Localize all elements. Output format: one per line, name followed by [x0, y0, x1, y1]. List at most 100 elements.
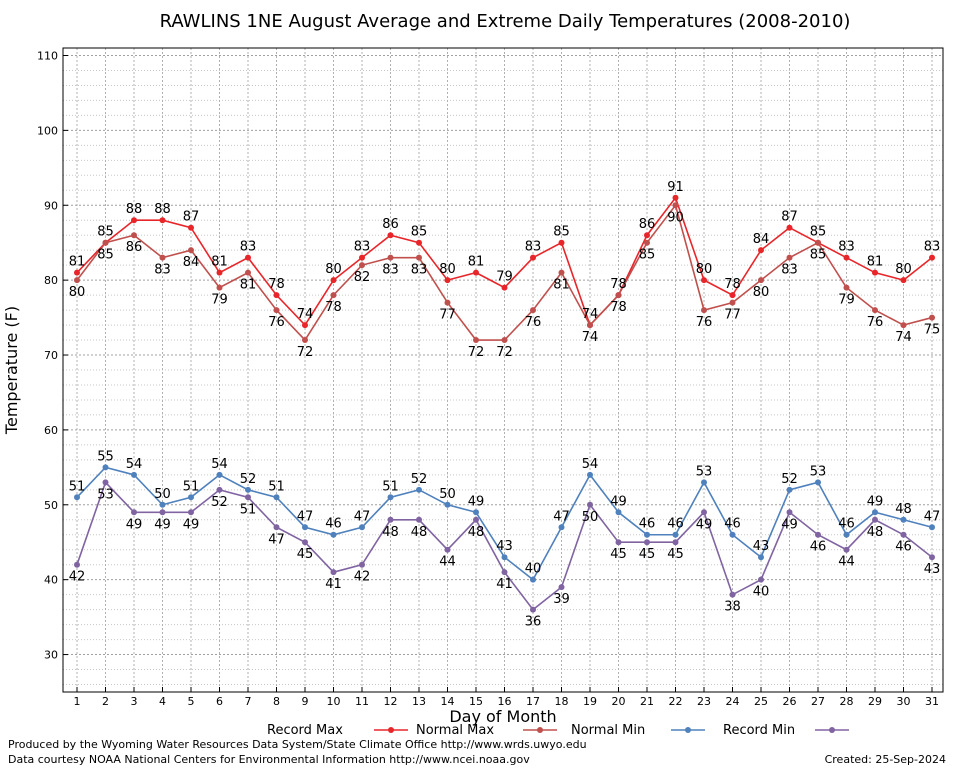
- record-max-data-label: 79: [496, 270, 513, 285]
- record-max-data-label: 86: [382, 217, 399, 232]
- plot-frame: [62, 47, 944, 693]
- normal-min-point: [872, 509, 878, 516]
- record-min-point: [131, 509, 137, 516]
- normal-max-point: [843, 284, 850, 291]
- normal-max-data-label: 81: [240, 278, 257, 293]
- normal-min-point: [843, 531, 850, 538]
- normal-min-point: [102, 464, 109, 471]
- record-max-data-label: 85: [810, 225, 827, 240]
- normal-min-point: [159, 501, 166, 508]
- record-min-point: [188, 509, 194, 516]
- record-max-point: [74, 269, 80, 276]
- record-min-point: [387, 516, 394, 523]
- normal-min-point: [359, 524, 365, 531]
- record-min-data-label: 48: [867, 525, 884, 540]
- record-max-point: [216, 269, 223, 276]
- record-max-data-label: 84: [753, 232, 770, 247]
- normal-max-data-label: 82: [354, 270, 371, 285]
- normal-max-point: [815, 239, 821, 246]
- record-min-point: [758, 576, 764, 583]
- legend-swatch-marker: [829, 727, 835, 733]
- normal-max-point: [501, 337, 508, 344]
- normal-max-data-label: 79: [211, 293, 228, 308]
- normal-min-point: [387, 494, 394, 501]
- normal-max-data-label: 85: [639, 248, 656, 263]
- normal-min-data-label: 54: [126, 457, 143, 472]
- normal-min-data-label: 46: [838, 517, 855, 532]
- y-axis: 30 40 50 60 70 80 90 100 110: [37, 49, 68, 662]
- record-min-point: [672, 539, 679, 546]
- normal-min-point: [701, 479, 707, 486]
- normal-max-data-label: 84: [183, 255, 200, 270]
- x-axis: 1 2 3 4 5 6 7 8 9 10 11 12 13 14 15 16 17 18 19 20 21 22 23 24 2…: [74, 687, 939, 708]
- normal-max-data-label: 78: [325, 300, 342, 315]
- normal-max-point: [444, 299, 451, 306]
- normal-min-data-label: 51: [268, 479, 285, 494]
- normal-min-data-label: 43: [496, 539, 513, 554]
- record-min-point: [444, 546, 451, 553]
- record-max-point: [302, 322, 308, 329]
- record-max-data-label: 91: [667, 180, 684, 195]
- normal-min-data-label: 49: [610, 494, 627, 509]
- normal-max-point: [558, 269, 565, 276]
- normal-max-point: [245, 269, 251, 276]
- normal-max-point: [216, 284, 223, 291]
- record-min-data-label: 49: [126, 517, 143, 532]
- normal-max-point: [387, 254, 394, 261]
- record-min-data-label: 46: [895, 540, 912, 555]
- record-min-point: [843, 546, 850, 553]
- record-min-data-label: 49: [781, 517, 798, 532]
- record-min-data-label: 49: [183, 517, 200, 532]
- footer-created: Created: 25-Sep-2024: [825, 753, 946, 766]
- record-min-point: [644, 539, 650, 546]
- normal-min-data-label: 47: [354, 509, 371, 524]
- record-min-data-label: 41: [496, 577, 513, 592]
- normal-min-point: [131, 471, 137, 478]
- record-min-point: [587, 501, 593, 508]
- normal-min-data-label: 55: [97, 449, 114, 464]
- legend-label: Normal Max: [416, 723, 494, 738]
- normal-min-point: [273, 494, 280, 501]
- record-max-data-label: 80: [696, 262, 713, 277]
- record-max-data-label: 83: [354, 240, 371, 255]
- record-max-point: [644, 232, 650, 239]
- y-tick-label: 30: [44, 649, 58, 662]
- normal-min-point: [758, 554, 764, 561]
- normal-max-point: [159, 254, 166, 261]
- record-max-point: [473, 269, 479, 276]
- normal-max-data-label: 83: [154, 263, 171, 278]
- normal-max-data-label: 80: [69, 285, 86, 300]
- record-max-point: [530, 254, 536, 261]
- record-max-point: [245, 254, 251, 261]
- normal-max-data-label: 74: [582, 330, 599, 345]
- record-max-point: [701, 277, 707, 284]
- record-min-data-label: 47: [268, 532, 285, 547]
- y-tick-label: 70: [44, 349, 58, 362]
- normal-min-point: [473, 509, 479, 516]
- normal-max-point: [74, 277, 80, 284]
- record-max-point: [273, 292, 280, 299]
- record-max-data-label: 81: [468, 255, 485, 270]
- x-tick-label: 7: [245, 695, 252, 708]
- normal-max-point: [900, 322, 907, 329]
- normal-max-point: [330, 292, 337, 299]
- plot-grid: [63, 48, 943, 692]
- record-min-data-label: 50: [582, 510, 599, 525]
- normal-max-data-label: 83: [382, 263, 399, 278]
- record-min-data-label: 44: [838, 555, 855, 570]
- normal-max-data-label: 83: [411, 263, 428, 278]
- legend-label: Record Max: [267, 723, 343, 738]
- normal-min-data-label: 52: [781, 472, 798, 487]
- record-max-data-label: 78: [268, 277, 285, 292]
- x-tick-label: 9: [302, 695, 309, 708]
- record-min-point: [558, 584, 565, 591]
- normal-max-data-label: 72: [468, 345, 485, 360]
- legend-item-record-min: Record Min: [723, 723, 849, 738]
- x-tick-label: 26: [783, 695, 797, 708]
- x-tick-label: 3: [131, 695, 138, 708]
- normal-max-data-label: 72: [297, 345, 314, 360]
- x-tick-label: 6: [216, 695, 223, 708]
- x-tick-label: 31: [925, 695, 939, 708]
- legend-item-normal-min: Normal Min: [571, 723, 705, 738]
- record-min-data-label: 45: [610, 547, 627, 562]
